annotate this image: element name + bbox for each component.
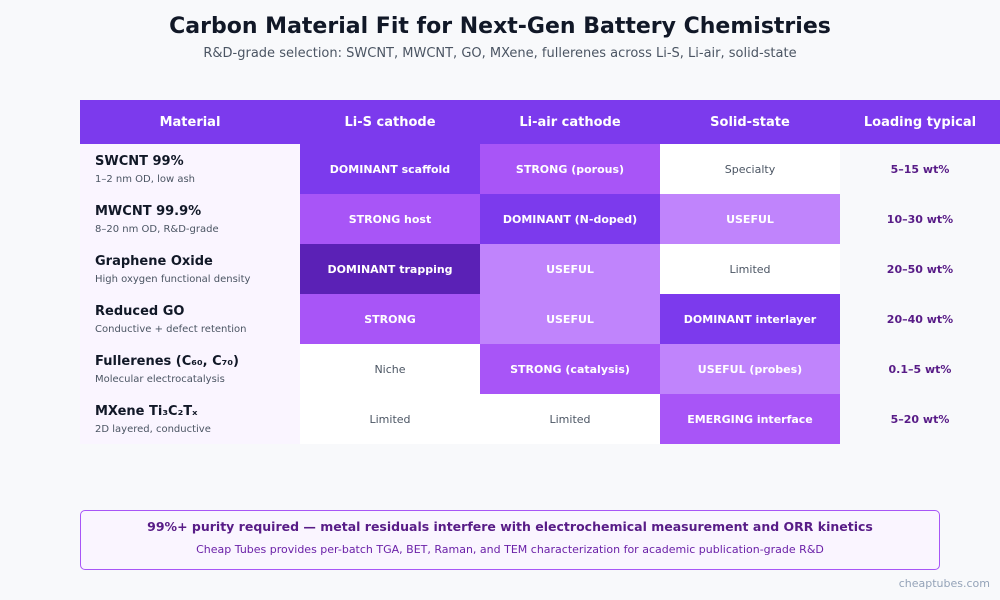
loading-cell: 5–20 wt%	[890, 412, 950, 426]
material-name: MXene Ti₃C₂Tₓ	[95, 403, 198, 419]
table-header: Material Li-S cathode Li-air cathode Sol…	[80, 100, 1000, 144]
fit-cell-liair: STRONG (porous)	[480, 144, 660, 194]
material-name: Reduced GO	[95, 303, 185, 319]
chart-subtitle: R&D-grade selection: SWCNT, MWCNT, GO, M…	[203, 46, 797, 61]
header-lis: Li-S cathode	[344, 114, 436, 130]
material-cell: MXene Ti₃C₂Tₓ 2D layered, conductive	[80, 394, 300, 444]
material-cell: SWCNT 99% 1–2 nm OD, low ash	[80, 144, 300, 194]
fit-cell-lis: DOMINANT scaffold	[300, 144, 480, 194]
material-spec: 2D layered, conductive	[95, 423, 211, 435]
header-material: Material	[159, 114, 221, 130]
header-solid: Solid-state	[710, 114, 790, 130]
fit-cell-lis: Limited	[300, 394, 480, 444]
material-name: MWCNT 99.9%	[95, 203, 202, 219]
loading-cell: 10–30 wt%	[886, 212, 954, 226]
purity-callout: 99%+ purity required — metal residuals i…	[80, 510, 940, 570]
table-row: SWCNT 99% 1–2 nm OD, low ash DOMINANT sc…	[80, 144, 1000, 194]
callout-headline: 99%+ purity required — metal residuals i…	[147, 519, 873, 534]
material-cell: Graphene Oxide High oxygen functional de…	[80, 244, 300, 294]
fit-table: Material Li-S cathode Li-air cathode Sol…	[80, 100, 1000, 444]
table-row: MXene Ti₃C₂Tₓ 2D layered, conductive Lim…	[80, 394, 1000, 444]
material-name: SWCNT 99%	[95, 153, 184, 169]
material-cell: Reduced GO Conductive + defect retention	[80, 294, 300, 344]
material-spec: High oxygen functional density	[95, 273, 251, 285]
fit-cell-solid: USEFUL	[660, 194, 840, 244]
material-cell: MWCNT 99.9% 8–20 nm OD, R&D-grade	[80, 194, 300, 244]
material-spec: Conductive + defect retention	[95, 323, 247, 335]
header-loading: Loading typical	[863, 114, 977, 130]
brand-watermark: cheaptubes.com	[898, 577, 990, 590]
table-row: Graphene Oxide High oxygen functional de…	[80, 244, 1000, 294]
fit-cell-lis: STRONG host	[300, 194, 480, 244]
table-row: Reduced GO Conductive + defect retention…	[80, 294, 1000, 344]
callout-detail: Cheap Tubes provides per-batch TGA, BET,…	[196, 543, 824, 556]
material-spec: Molecular electrocatalysis	[95, 373, 225, 385]
fit-cell-lis: DOMINANT trapping	[300, 244, 480, 294]
chart-title: Carbon Material Fit for Next-Gen Battery…	[169, 14, 831, 39]
table-row: Fullerenes (C₆₀, C₇₀) Molecular electroc…	[80, 344, 1000, 394]
fit-cell-solid: Specialty	[660, 144, 840, 194]
fit-cell-liair: DOMINANT (N-doped)	[480, 194, 660, 244]
fit-cell-liair: Limited	[480, 394, 660, 444]
loading-cell: 20–50 wt%	[886, 262, 954, 276]
fit-cell-solid: Limited	[660, 244, 840, 294]
fit-cell-liair: USEFUL	[480, 244, 660, 294]
fit-cell-solid: USEFUL (probes)	[660, 344, 840, 394]
fit-cell-solid: EMERGING interface	[660, 394, 840, 444]
loading-cell: 20–40 wt%	[886, 312, 954, 326]
fit-cell-solid: DOMINANT interlayer	[660, 294, 840, 344]
loading-cell: 0.1–5 wt%	[888, 362, 952, 376]
material-spec: 8–20 nm OD, R&D-grade	[95, 223, 219, 235]
fit-cell-lis: STRONG	[300, 294, 480, 344]
material-name: Fullerenes (C₆₀, C₇₀)	[95, 353, 239, 369]
fit-cell-liair: STRONG (catalysis)	[480, 344, 660, 394]
fit-cell-liair: USEFUL	[480, 294, 660, 344]
material-spec: 1–2 nm OD, low ash	[95, 173, 196, 185]
header-liair: Li-air cathode	[519, 114, 621, 130]
table-row: MWCNT 99.9% 8–20 nm OD, R&D-grade STRONG…	[80, 194, 1000, 244]
loading-cell: 5–15 wt%	[890, 162, 950, 176]
fit-cell-lis: Niche	[300, 344, 480, 394]
material-cell: Fullerenes (C₆₀, C₇₀) Molecular electroc…	[80, 344, 300, 394]
material-name: Graphene Oxide	[95, 253, 213, 269]
